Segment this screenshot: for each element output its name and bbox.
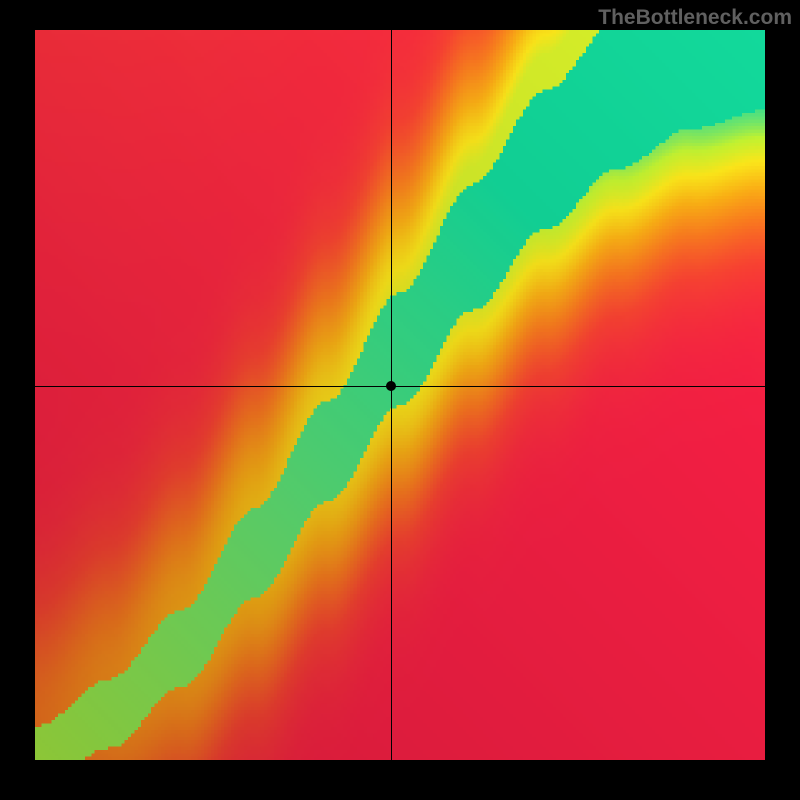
plot-area xyxy=(35,30,765,760)
crosshair-horizontal xyxy=(35,386,765,387)
crosshair-marker xyxy=(386,381,396,391)
heatmap-canvas xyxy=(35,30,765,760)
crosshair-vertical xyxy=(391,30,392,760)
watermark-text: TheBottleneck.com xyxy=(598,6,792,30)
